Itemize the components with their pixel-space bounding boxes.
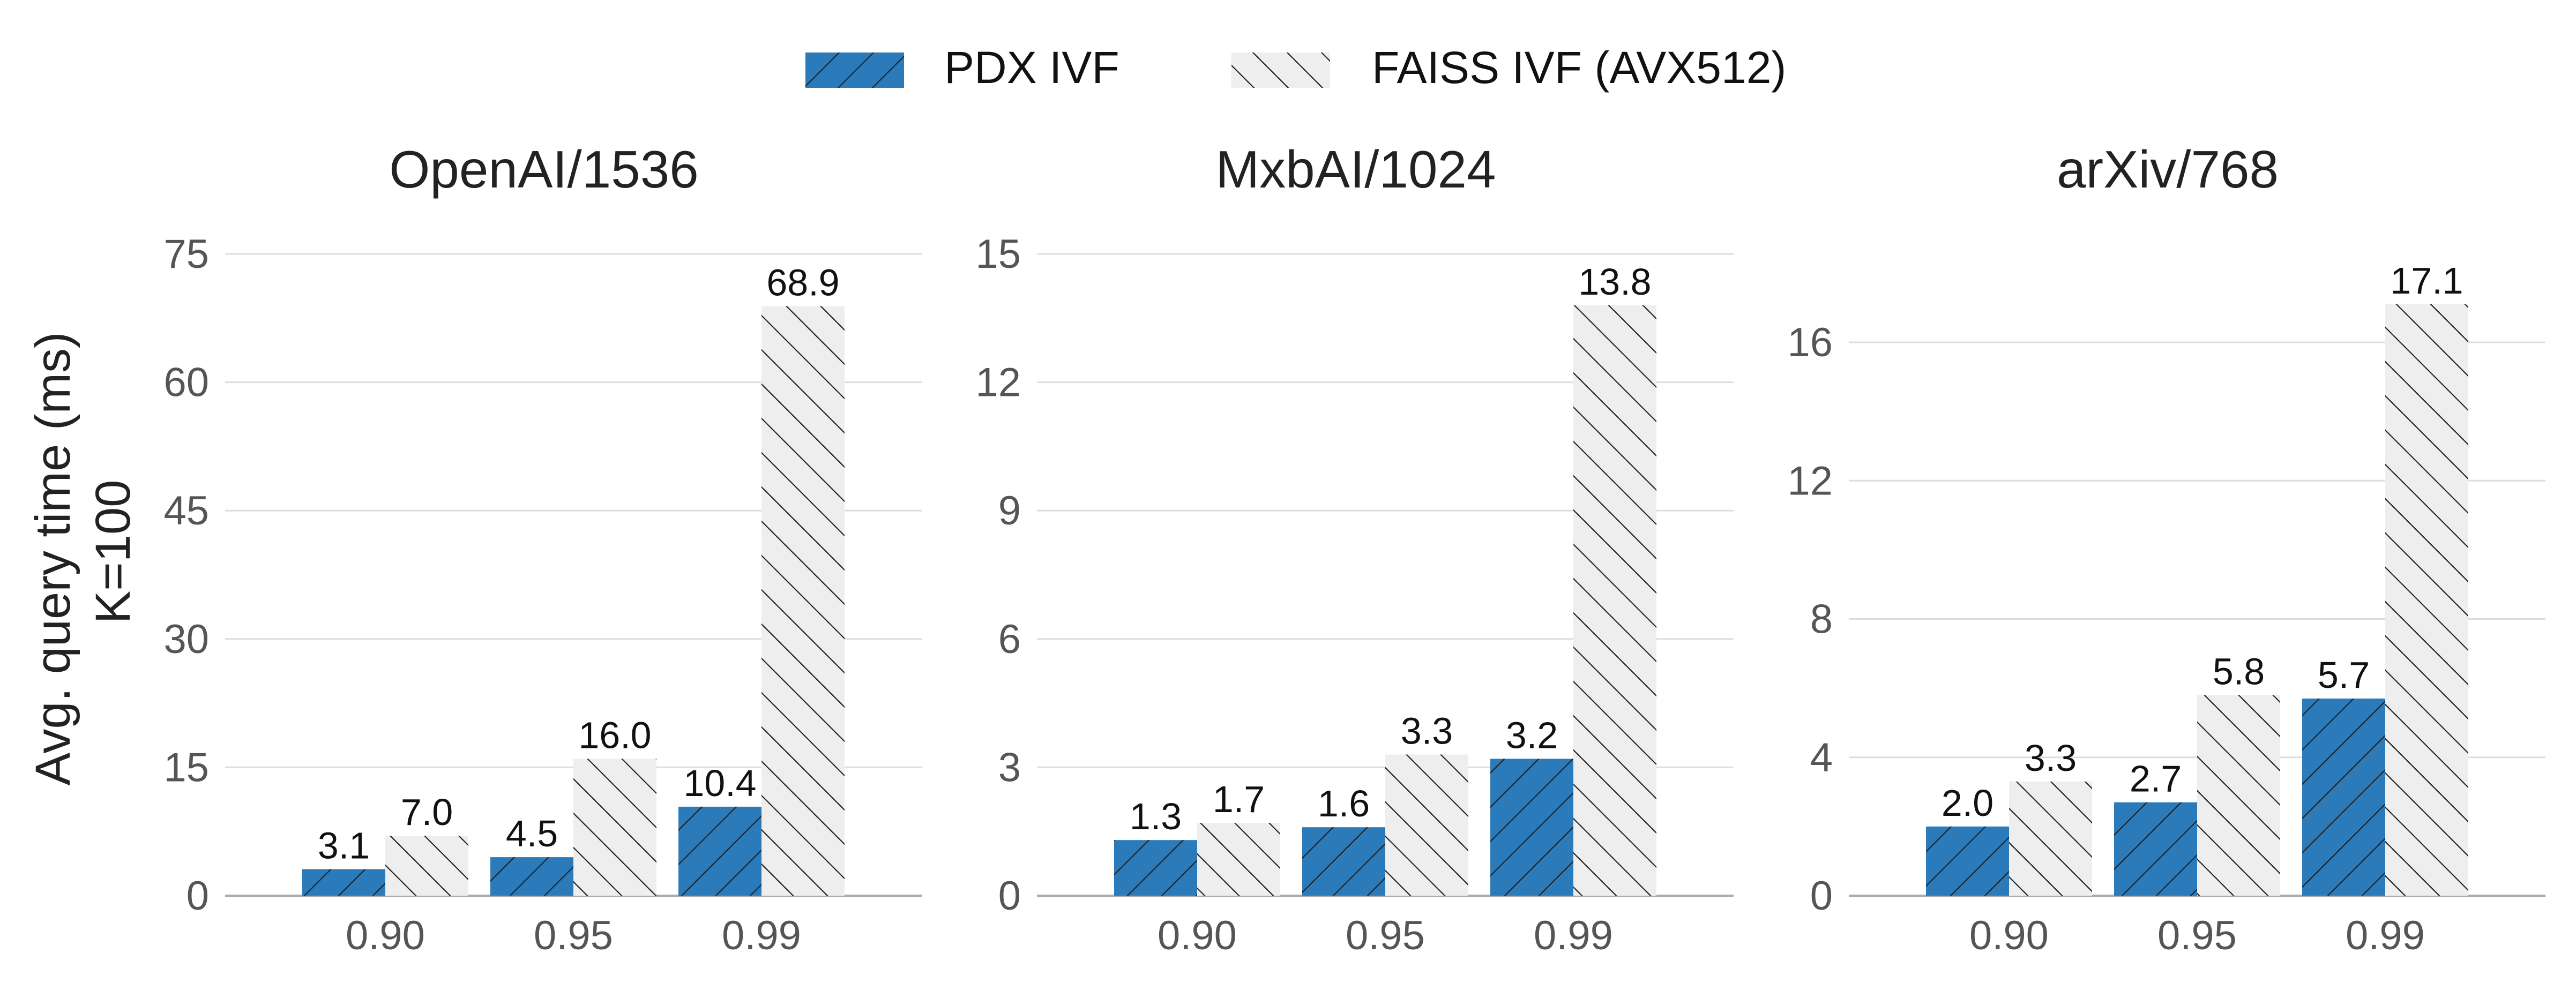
y-tick-label: 15 (163, 745, 209, 790)
panel-2: MxbAI/1024 0 3 6 9 12 15 1.3 1.7 0.90 1.6 3.3 0.95 3.… (975, 140, 1734, 958)
bar-faiss-hatch (1573, 305, 1656, 896)
data-label-faiss: 13.8 (1578, 261, 1651, 303)
panel-3: arXiv/768 0 4 8 12 16 2.0 3.3 0.90 2.7 5.8 0.95 5.7 1… (1787, 140, 2545, 958)
y-tick-label: 0 (998, 873, 1021, 919)
bar-pdx-hatch (1926, 826, 2009, 896)
x-tick-label: 0.99 (722, 913, 801, 958)
bar-pdx-hatch (1114, 840, 1197, 896)
y-tick-label: 12 (975, 360, 1021, 406)
panel-1: OpenAI/1536 0 15 30 45 60 75 3.1 7.0 0.90 4.5 16.0 0… (163, 140, 922, 958)
bar-pdx-hatch (1302, 827, 1385, 896)
x-tick-label: 0.90 (1969, 913, 2049, 958)
data-label-pdx: 3.2 (1506, 714, 1558, 756)
x-tick-label: 0.90 (1158, 913, 1237, 958)
x-tick-label: 0.95 (1346, 913, 1425, 958)
y-tick-label: 9 (998, 488, 1021, 534)
legend-item-pdx: PDX IVF (805, 42, 1119, 93)
data-label-pdx: 5.7 (2318, 654, 2370, 696)
y-tick-label: 75 (163, 231, 209, 277)
data-label-faiss: 1.7 (1213, 778, 1265, 820)
bar-faiss-hatch (385, 836, 468, 896)
y-tick-label: 6 (998, 617, 1021, 662)
data-label-pdx: 10.4 (683, 762, 756, 804)
panels: OpenAI/1536015304560753.17.00.904.516.00… (163, 140, 2545, 958)
data-label-pdx: 3.1 (318, 824, 370, 866)
legend-item-faiss: FAISS IVF (AVX512) (1231, 42, 1786, 93)
bar-faiss-hatch (1385, 754, 1468, 896)
bar-faiss-hatch (2009, 781, 2092, 896)
x-tick-label: 0.95 (2157, 913, 2237, 958)
y-axis-label: Avg. query time (ms) K=100 (26, 318, 140, 786)
y-axis-label-line-2: K=100 (86, 480, 140, 624)
data-label-faiss: 7.0 (401, 791, 453, 833)
x-tick-label: 0.90 (346, 913, 425, 958)
data-label-faiss: 68.9 (766, 261, 839, 303)
y-tick-label: 16 (1787, 320, 1833, 365)
y-tick-label: 60 (163, 360, 209, 406)
bar-pdx-hatch (678, 806, 761, 896)
y-tick-label: 45 (163, 488, 209, 534)
data-label-pdx: 4.5 (506, 813, 558, 854)
legend-swatch-faiss-hatch (1231, 52, 1330, 88)
legend-label-faiss: FAISS IVF (AVX512) (1372, 42, 1786, 93)
data-label-pdx: 1.6 (1318, 783, 1370, 824)
legend: PDX IVF FAISS IVF (AVX512) (805, 42, 1786, 93)
data-label-faiss: 5.8 (2213, 651, 2265, 693)
bar-faiss-hatch (2385, 304, 2468, 896)
y-tick-label: 15 (975, 231, 1021, 277)
data-label-faiss: 17.1 (2390, 260, 2463, 302)
legend-swatch-pdx-hatch (805, 52, 904, 88)
bar-pdx-hatch (490, 857, 573, 896)
y-axis-label-line-1: Avg. query time (ms) (26, 332, 80, 785)
data-label-pdx: 1.3 (1130, 796, 1182, 837)
data-label-pdx: 2.7 (2130, 758, 2182, 800)
y-tick-label: 3 (998, 745, 1021, 790)
y-tick-label: 30 (163, 617, 209, 662)
data-label-faiss: 3.3 (2025, 737, 2077, 779)
bar-faiss-hatch (761, 306, 845, 896)
legend-label-pdx: PDX IVF (944, 42, 1119, 93)
bar-pdx-hatch (302, 869, 385, 896)
data-label-pdx: 2.0 (1942, 782, 1993, 824)
y-tick-label: 4 (1810, 735, 1833, 781)
x-tick-label: 0.99 (1534, 913, 1613, 958)
bar-pdx-hatch (1490, 759, 1573, 896)
y-tick-label: 8 (1810, 597, 1833, 642)
data-label-faiss: 3.3 (1401, 710, 1453, 752)
bar-faiss-hatch (1197, 823, 1280, 896)
panel-title: OpenAI/1536 (389, 140, 699, 199)
y-tick-label: 0 (186, 873, 209, 919)
x-tick-label: 0.99 (2346, 913, 2425, 958)
data-label-faiss: 16.0 (578, 714, 651, 756)
bar-faiss-hatch (573, 759, 656, 896)
x-tick-label: 0.95 (534, 913, 613, 958)
bar-pdx-hatch (2114, 802, 2197, 896)
bar-pdx-hatch (2302, 699, 2385, 896)
bar-faiss-hatch (2197, 695, 2280, 896)
y-tick-label: 12 (1787, 458, 1833, 504)
y-tick-label: 0 (1810, 873, 1833, 919)
panel-title: arXiv/768 (2057, 140, 2279, 199)
panel-title: MxbAI/1024 (1216, 140, 1496, 199)
